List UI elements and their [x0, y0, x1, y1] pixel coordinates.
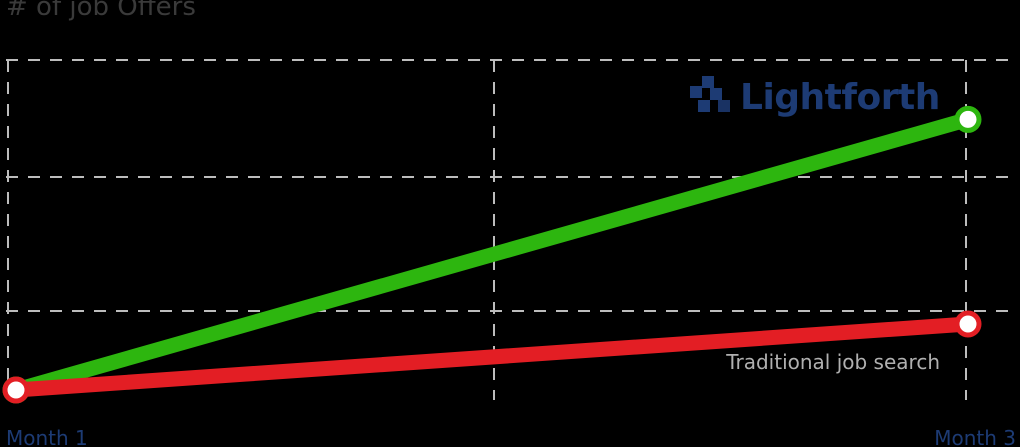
series-line-0	[8, 111, 976, 398]
data-point-1-0	[2, 376, 30, 404]
lightforth-logo-icon	[690, 76, 732, 118]
x-tick-label: Month 3	[934, 426, 1016, 447]
series-label-traditional: Traditional job search	[725, 350, 940, 374]
series-layer	[2, 105, 982, 404]
brand-watermark: Lightforth	[690, 76, 940, 118]
data-point-0-1	[954, 105, 982, 133]
x-tick-label: Month 1	[6, 426, 88, 447]
data-point-1-1	[954, 310, 982, 338]
chart-grid	[6, 59, 1010, 400]
brand-name: Lightforth	[740, 76, 940, 118]
series-line-1	[8, 316, 976, 398]
x-axis-ticks: Month 1 Month 3	[6, 426, 1016, 447]
y-axis-label: # of job Offers	[6, 0, 196, 22]
